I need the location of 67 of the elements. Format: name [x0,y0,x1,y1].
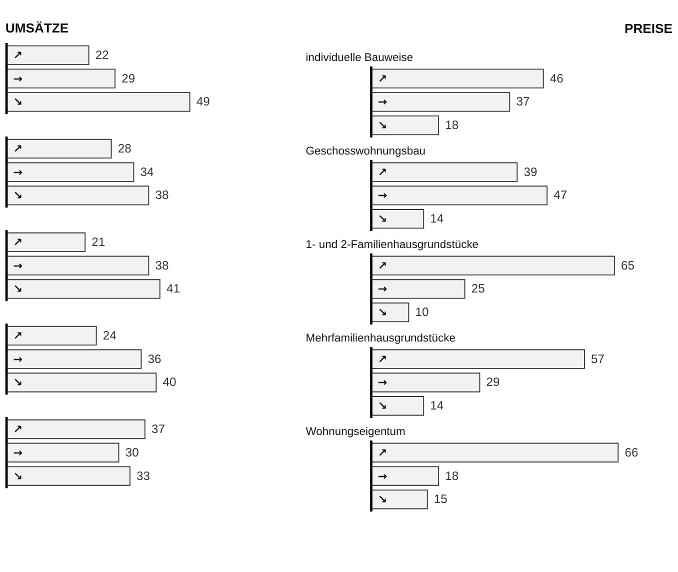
data-label: 29 [122,71,136,86]
category-label: ↗ [13,329,22,342]
category-label: → [13,352,22,366]
data-label: 39 [524,164,538,179]
data-label: 57 [591,352,605,366]
category-label: ↗ [378,352,388,366]
category-label: ↗ [13,48,22,62]
data-label: 24 [102,328,117,342]
category-label: ↘ [13,189,22,202]
data-label: 14 [430,212,444,226]
data-label: 28 [118,141,132,156]
data-label: 30 [125,445,140,460]
data-label: 14 [430,398,444,413]
category-label: → [13,259,22,272]
data-label: 37 [152,422,166,436]
data-label: 47 [554,188,568,202]
data-label: 66 [624,445,638,460]
category-label: ↗ [378,166,388,179]
category-label: ↗ [13,422,22,436]
category-label: ↘ [378,493,388,506]
data-label: 33 [136,468,150,483]
data-label: 37 [516,94,530,109]
category-label: ↗ [378,446,388,460]
category-label: → [13,446,22,460]
data-label: 22 [95,48,110,62]
data-label: 65 [620,258,635,272]
annotation: individuelle Bauweise [306,52,414,64]
data-label: 38 [155,258,169,272]
category-label: ↘ [13,282,22,296]
category-label: ↘ [378,212,388,226]
data-label: 40 [162,375,176,390]
data-label: 36 [148,352,162,366]
annotation: Geschosswohnungsbau [306,145,426,158]
data-label: 10 [415,305,429,320]
data-label: 29 [486,375,500,390]
category-label: ↘ [378,306,388,320]
category-label: → [13,72,22,86]
category-label: ↗ [378,72,388,86]
category-label: ↗ [13,142,22,156]
category-label: → [378,189,388,202]
text: PREISE [624,21,673,36]
annotation: Mehrfamilienhausgrundstücke [306,332,456,344]
category-label: ↘ [13,470,22,483]
data-label: 38 [155,188,169,202]
data-label: 41 [166,282,180,296]
category-label: ↘ [13,376,22,390]
annotation: 1- und 2-Familienhausgrundstücke [306,238,479,251]
data-label: 21 [92,234,106,249]
annotation: Wohnungseigentum [306,426,406,438]
category-label: ↘ [13,96,22,109]
data-label: 18 [445,118,459,132]
category-label: ↘ [378,400,388,413]
category-label: → [378,376,388,390]
data-label: 34 [140,164,154,179]
category-label: → [378,96,388,109]
data-label: 46 [550,71,564,86]
category-label: → [378,470,388,483]
category-label: → [13,166,22,179]
chart-title: UMSÄTZE [5,20,69,36]
data-label: 18 [445,468,459,483]
category-label: ↘ [378,119,388,132]
data-label: 25 [471,282,486,296]
category-label: ↗ [13,236,22,249]
category-label: → [378,282,388,296]
data-label: 15 [434,492,448,506]
category-label: ↗ [378,259,388,272]
data-label: 49 [196,94,210,109]
